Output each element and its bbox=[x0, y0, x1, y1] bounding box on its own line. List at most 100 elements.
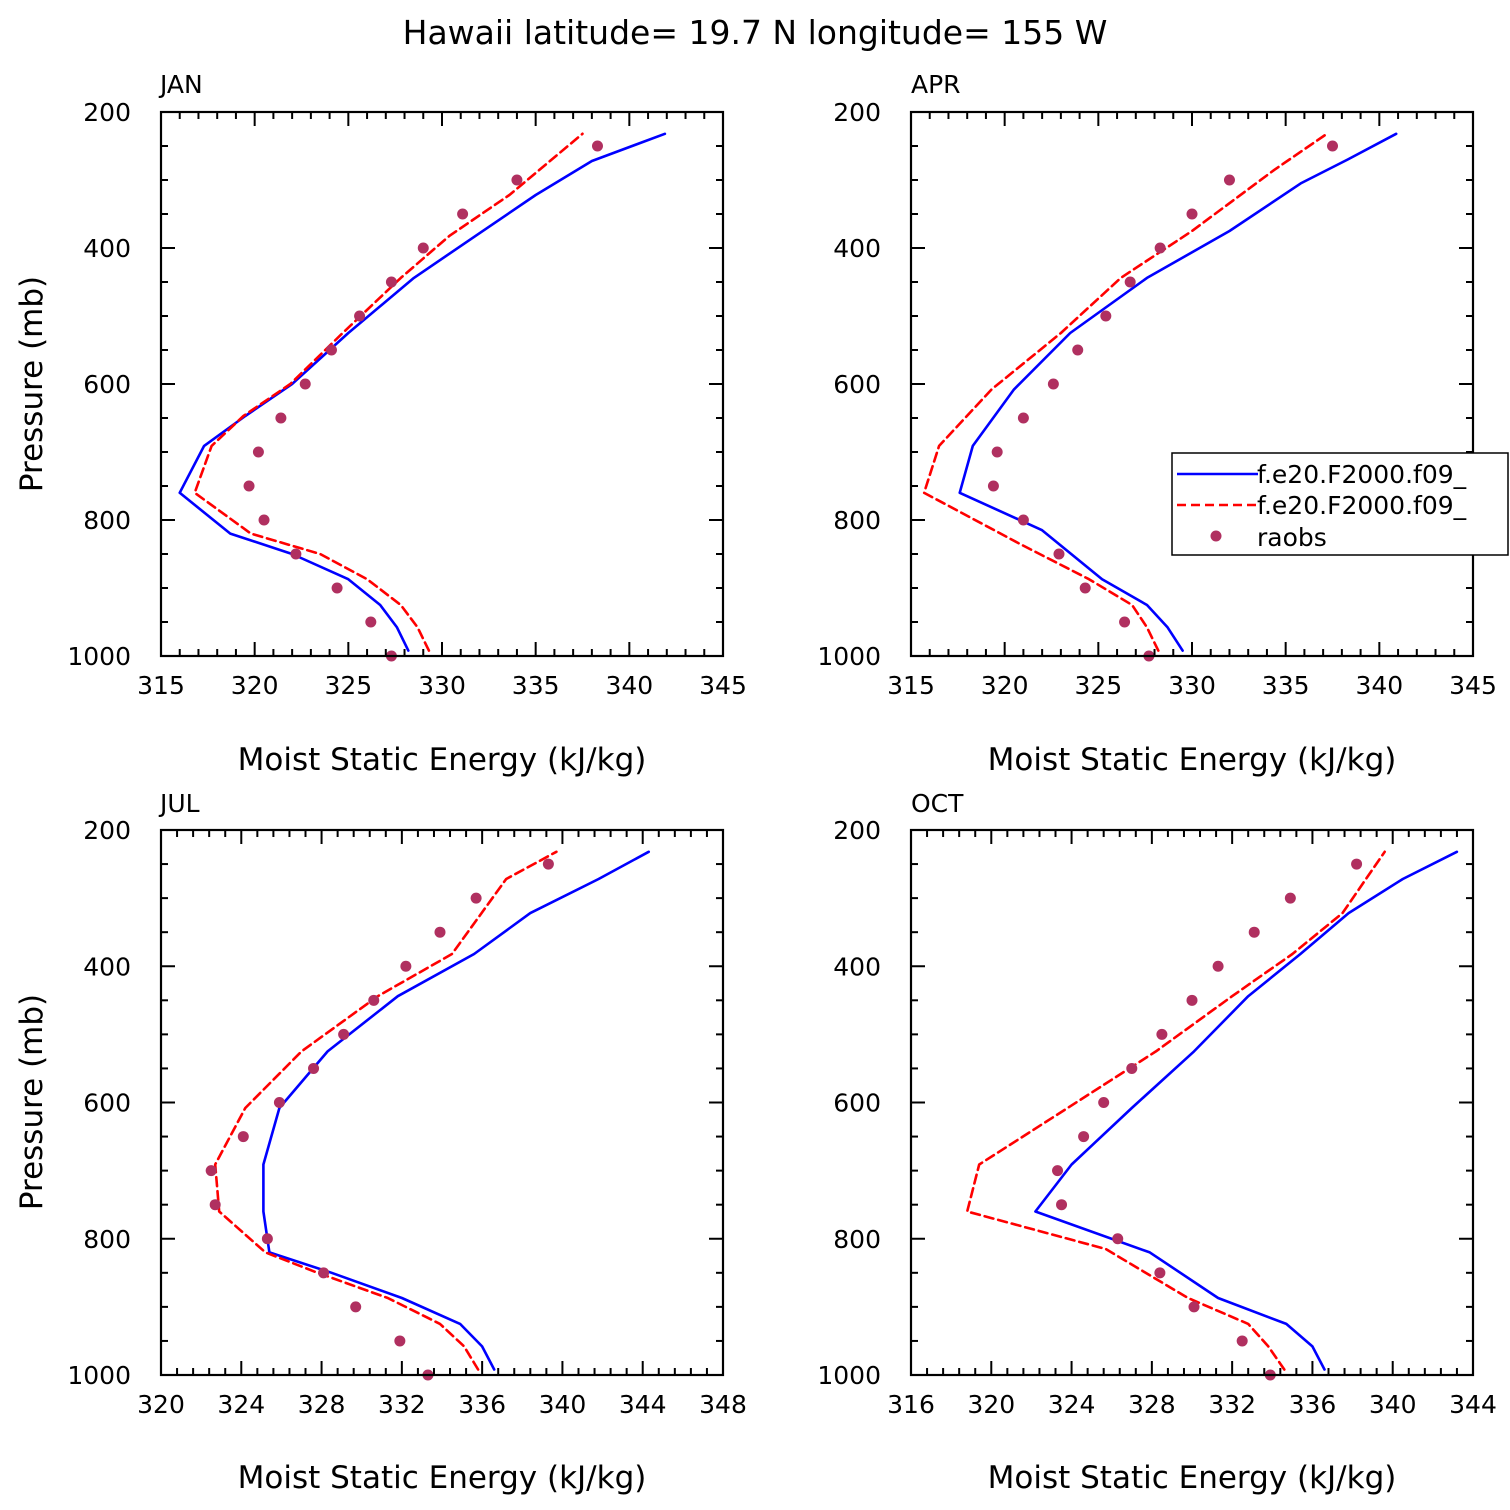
axes bbox=[159, 110, 725, 658]
raobs-point bbox=[1188, 1301, 1200, 1313]
panel-oct: OCT Moist Static Energy (kJ/kg) 316 320 32… bbox=[817, 789, 1496, 1496]
raobs-point bbox=[385, 276, 397, 288]
axes bbox=[159, 828, 725, 1377]
y-tick-label: 200 bbox=[833, 98, 881, 127]
y-tick-label: 400 bbox=[83, 952, 131, 981]
raobs-point bbox=[1017, 412, 1029, 424]
x-tick-label: 340 bbox=[1355, 671, 1403, 700]
raobs-point bbox=[1154, 1267, 1166, 1279]
y-tick-label: 200 bbox=[83, 98, 131, 127]
raobs-point bbox=[1119, 616, 1131, 628]
plot-frame bbox=[909, 110, 1475, 658]
raobs-point bbox=[1248, 926, 1260, 938]
raobs-point bbox=[237, 1131, 249, 1143]
plot-frame bbox=[909, 828, 1475, 1377]
series-line-dashed bbox=[922, 132, 1329, 652]
raobs-point bbox=[325, 344, 337, 356]
series-line-dashed bbox=[213, 850, 558, 1371]
raobs-point bbox=[394, 1335, 406, 1347]
raobs-point bbox=[1186, 994, 1198, 1006]
x-tick-label: 335 bbox=[1262, 671, 1310, 700]
raobs-point bbox=[365, 616, 377, 628]
y-tick-label: 200 bbox=[83, 816, 131, 845]
plot-frame bbox=[159, 828, 725, 1377]
y-tick-label: 800 bbox=[83, 506, 131, 535]
y-tick-label: 600 bbox=[83, 370, 131, 399]
panel-jul: JUL Moist Static Energy (kJ/kg) Pressure… bbox=[14, 789, 747, 1496]
raobs-point bbox=[987, 480, 999, 492]
raobs-point bbox=[400, 960, 412, 972]
raobs-point bbox=[1112, 1233, 1124, 1245]
panel-title: APR bbox=[911, 70, 961, 99]
raobs-point bbox=[1098, 1097, 1110, 1108]
y-tick-label: 1000 bbox=[67, 1361, 131, 1390]
x-axis-label: Moist Static Energy (kJ/kg) bbox=[988, 742, 1397, 778]
x-tick-label: 328 bbox=[1128, 1390, 1176, 1419]
x-tick-label: 340 bbox=[605, 671, 653, 700]
raobs-point bbox=[1072, 344, 1084, 356]
y-tick-label: 600 bbox=[833, 370, 881, 399]
x-tick-label: 330 bbox=[1168, 671, 1216, 700]
raobs-point bbox=[308, 1062, 320, 1074]
plot-frame bbox=[159, 110, 725, 658]
x-tick-label: 325 bbox=[324, 671, 372, 700]
legend-marker-dot bbox=[1210, 530, 1222, 542]
x-axis-label: Moist Static Energy (kJ/kg) bbox=[238, 1460, 647, 1496]
x-tick-label: 344 bbox=[1449, 1390, 1497, 1419]
series-group bbox=[965, 850, 1459, 1381]
panel-title: JAN bbox=[158, 70, 203, 99]
raobs-point bbox=[1079, 582, 1091, 594]
raobs-point bbox=[1327, 140, 1338, 152]
tick-labels: 316 320 324 328 332 336 340 344 200 400 600 800 1000 bbox=[817, 816, 1496, 1419]
x-tick-label: 340 bbox=[1369, 1390, 1417, 1419]
x-tick-label: 315 bbox=[137, 671, 185, 700]
raobs-point bbox=[258, 514, 270, 526]
panel-jan: JAN Moist Static Energy (kJ/kg) Pressure… bbox=[14, 70, 747, 778]
raobs-point bbox=[1124, 276, 1136, 288]
panel-title: JUL bbox=[158, 789, 200, 818]
x-tick-label: 328 bbox=[298, 1390, 346, 1419]
panel-title: OCT bbox=[911, 789, 964, 818]
series-group bbox=[922, 132, 1398, 662]
raobs-point bbox=[511, 174, 523, 186]
y-axis-label: Pressure (mb) bbox=[14, 994, 50, 1210]
legend-label: f.e20.F2000.f09_ bbox=[1257, 460, 1467, 489]
raobs-point bbox=[1052, 1165, 1064, 1177]
axes bbox=[909, 828, 1475, 1377]
raobs-point bbox=[434, 926, 446, 938]
x-tick-label: 344 bbox=[619, 1390, 667, 1419]
x-tick-label: 332 bbox=[378, 1390, 426, 1419]
raobs-point bbox=[1100, 310, 1112, 322]
y-tick-label: 1000 bbox=[817, 642, 881, 671]
raobs-point bbox=[1284, 892, 1296, 904]
tick-labels: 315 320 325 330 335 340 345 200 400 600 800 1000 bbox=[817, 98, 1496, 700]
raobs-point bbox=[417, 242, 429, 254]
x-axis-label: Moist Static Energy (kJ/kg) bbox=[988, 1460, 1397, 1496]
panel-apr: APR Moist Static Energy (kJ/kg) 315 320 32… bbox=[817, 70, 1496, 778]
series-line-solid bbox=[1034, 850, 1459, 1371]
raobs-point bbox=[1154, 242, 1166, 254]
raobs-point bbox=[205, 1165, 217, 1177]
x-tick-label: 332 bbox=[1208, 1390, 1256, 1419]
raobs-point bbox=[368, 994, 380, 1006]
x-tick-label: 348 bbox=[699, 1390, 747, 1419]
series-line-solid bbox=[178, 132, 667, 652]
y-tick-label: 800 bbox=[83, 1225, 131, 1254]
raobs-point bbox=[1212, 960, 1224, 972]
y-tick-label: 1000 bbox=[67, 642, 131, 671]
raobs-point bbox=[273, 1097, 285, 1108]
y-axis-label: Pressure (mb) bbox=[14, 276, 50, 492]
raobs-point bbox=[318, 1267, 330, 1279]
x-tick-label: 320 bbox=[137, 1390, 185, 1419]
axes bbox=[909, 110, 1475, 658]
y-tick-label: 400 bbox=[833, 234, 881, 263]
legend-label: raobs bbox=[1257, 523, 1327, 552]
legend-label: f.e20.F2000.f09_ bbox=[1257, 491, 1467, 520]
x-tick-label: 330 bbox=[418, 671, 466, 700]
raobs-point bbox=[1351, 858, 1363, 870]
raobs-point bbox=[1223, 174, 1235, 186]
raobs-point bbox=[1186, 208, 1198, 220]
raobs-point bbox=[1078, 1131, 1090, 1143]
x-tick-label: 345 bbox=[1449, 671, 1497, 700]
